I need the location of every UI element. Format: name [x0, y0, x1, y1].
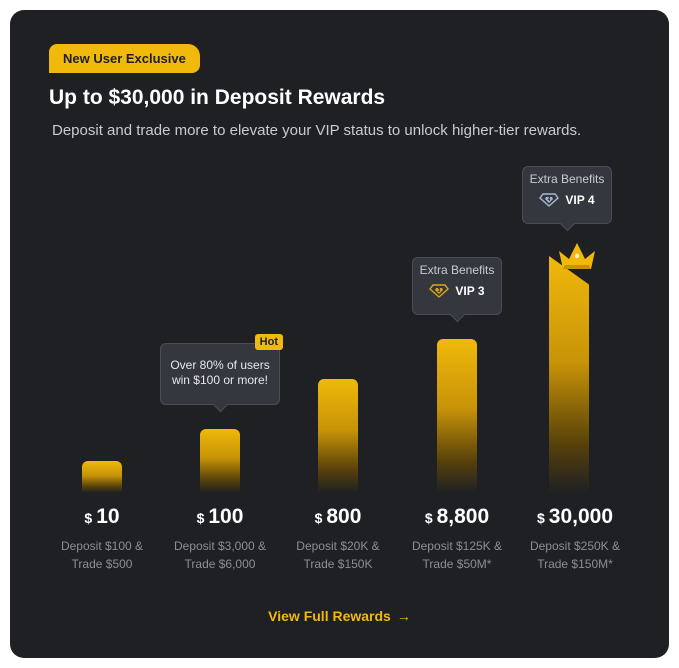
currency-symbol: $: [196, 510, 205, 526]
tier-value: 8,800: [436, 505, 490, 528]
tier-bar-30000: [549, 256, 589, 493]
vip-level: 4 VIP 4: [523, 193, 611, 207]
vip-diamond-icon: 4: [539, 193, 560, 207]
tier-bar-800: [318, 379, 358, 493]
vip3-tooltip: Extra Benefits 3 VIP 3: [412, 257, 502, 323]
vip-level-text: VIP 4: [565, 193, 595, 207]
tier-requirement: Deposit $250K & Trade $150M*: [516, 537, 634, 573]
currency-symbol: $: [314, 510, 323, 526]
vip4-tooltip: Extra Benefits 4 VIP 4: [522, 166, 612, 232]
crown-icon: [559, 243, 595, 269]
tier-bar-10: [82, 461, 122, 493]
tier-value: 100: [208, 505, 244, 528]
tooltip-arrow: [212, 396, 229, 413]
hot-badge: Hot: [254, 334, 283, 350]
tier-amount: $30,000: [516, 505, 634, 529]
tier-requirement: Deposit $20K & Trade $150K: [279, 537, 397, 573]
tier-trade-text: Trade $6,000: [184, 557, 256, 571]
tooltip-arrow: [559, 215, 576, 232]
tier-amount: $800: [279, 505, 397, 529]
view-full-rewards-label: View Full Rewards: [268, 608, 391, 624]
page-subtitle: Deposit and trade more to elevate your V…: [52, 122, 582, 139]
tier-deposit-text: Deposit $250K &: [529, 539, 621, 553]
rewards-card: New User Exclusive Up to $30,000 in Depo…: [10, 10, 669, 658]
page-title: Up to $30,000 in Deposit Rewards: [49, 86, 386, 109]
tier-value: 10: [96, 505, 120, 528]
vip-level-text: VIP 3: [455, 284, 485, 298]
tier-deposit-text: Deposit $20K &: [296, 539, 380, 553]
tier-bar-100: [200, 429, 240, 493]
vip-level: 3 VIP 3: [413, 284, 501, 298]
extra-benefits-label: Extra Benefits: [529, 172, 605, 186]
tier-trade-text: Trade $500: [71, 557, 133, 571]
extra-benefits-label: Extra Benefits: [419, 263, 495, 277]
tier-trade-text: Trade $150M*: [537, 557, 613, 571]
new-user-badge: New User Exclusive: [49, 44, 200, 73]
tier-requirement: Deposit $3,000 & Trade $6,000: [161, 537, 279, 573]
view-full-rewards-link[interactable]: View Full Rewards →: [10, 608, 669, 624]
tier-amount: $8,800: [398, 505, 516, 529]
tier-value: 30,000: [548, 505, 614, 528]
hot-tooltip: Hot Over 80% of users win $100 or more!: [160, 334, 283, 413]
tier-trade-text: Trade $150K: [303, 557, 373, 571]
tier-deposit-text: Deposit $3,000 &: [173, 539, 267, 553]
tier-bar-8800: [437, 339, 477, 493]
tier-deposit-text: Deposit $100 &: [60, 539, 144, 553]
hot-tooltip-line: Over 80% of users: [170, 358, 270, 372]
currency-symbol: $: [84, 510, 93, 526]
tier-amount: $100: [161, 505, 279, 529]
tier-value: 800: [326, 505, 362, 528]
hot-tooltip-line: win $100 or more!: [171, 373, 269, 387]
vip-diamond-icon: 3: [429, 284, 450, 298]
tier-requirement: Deposit $100 & Trade $500: [43, 537, 161, 573]
currency-symbol: $: [424, 510, 433, 526]
tier-amount: $10: [43, 505, 161, 529]
tier-trade-text: Trade $50M*: [422, 557, 492, 571]
tooltip-arrow: [449, 306, 466, 323]
svg-text:3: 3: [438, 288, 441, 294]
hot-tooltip-text: Over 80% of users win $100 or more!: [161, 358, 279, 388]
tier-requirement: Deposit $125K & Trade $50M*: [398, 537, 516, 573]
arrow-right-icon: →: [396, 608, 411, 624]
svg-text:4: 4: [548, 197, 551, 203]
tier-deposit-text: Deposit $125K &: [411, 539, 503, 553]
currency-symbol: $: [536, 510, 545, 526]
